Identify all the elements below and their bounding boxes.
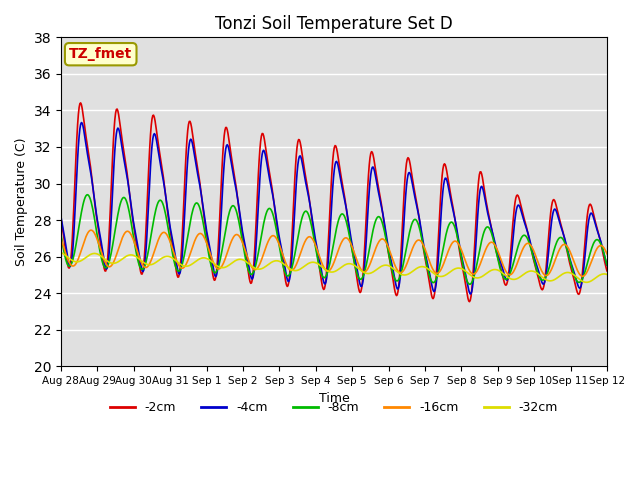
Line: -4cm: -4cm: [61, 122, 607, 294]
-32cm: [123, 253, 131, 259]
-4cm: [179, 238, 187, 244]
-16cm: [579, 274, 586, 279]
-8cm: [466, 281, 474, 287]
-8cm: [84, 192, 92, 198]
Text: TZ_fmet: TZ_fmet: [69, 47, 132, 61]
-32cm: [207, 258, 215, 264]
-16cm: [124, 228, 132, 234]
-32cm: [416, 264, 424, 270]
-2cm: [603, 268, 611, 274]
-8cm: [401, 253, 409, 259]
-16cm: [417, 238, 425, 244]
-2cm: [466, 299, 474, 305]
-2cm: [57, 215, 65, 221]
Line: -2cm: -2cm: [61, 103, 607, 302]
-8cm: [208, 265, 216, 271]
Title: Tonzi Soil Temperature Set D: Tonzi Soil Temperature Set D: [215, 15, 452, 33]
-32cm: [179, 263, 186, 268]
-16cm: [67, 262, 75, 268]
Line: -8cm: -8cm: [61, 195, 607, 284]
Line: -32cm: -32cm: [61, 252, 607, 282]
-4cm: [603, 263, 611, 268]
-4cm: [208, 258, 216, 264]
-2cm: [77, 100, 84, 106]
-2cm: [179, 214, 187, 219]
-8cm: [57, 231, 65, 237]
-16cm: [401, 265, 409, 271]
-4cm: [467, 291, 474, 297]
-16cm: [88, 228, 95, 233]
-32cm: [603, 272, 611, 277]
-32cm: [67, 257, 75, 263]
-16cm: [603, 251, 611, 257]
-4cm: [401, 204, 409, 209]
-4cm: [57, 214, 65, 219]
X-axis label: Time: Time: [319, 392, 349, 405]
-4cm: [124, 178, 132, 184]
-2cm: [208, 267, 216, 273]
Legend: -2cm, -4cm, -8cm, -16cm, -32cm: -2cm, -4cm, -8cm, -16cm, -32cm: [105, 396, 563, 420]
-8cm: [179, 258, 187, 264]
-32cm: [401, 272, 408, 278]
Y-axis label: Soil Temperature (C): Soil Temperature (C): [15, 138, 28, 266]
-8cm: [67, 262, 75, 268]
-32cm: [582, 279, 590, 285]
-2cm: [401, 177, 409, 183]
Line: -16cm: -16cm: [61, 230, 607, 276]
-8cm: [417, 231, 425, 237]
-8cm: [603, 262, 611, 268]
-8cm: [124, 203, 132, 208]
-2cm: [124, 175, 132, 181]
-2cm: [67, 257, 75, 263]
-16cm: [208, 256, 216, 262]
-32cm: [57, 250, 65, 255]
-2cm: [417, 228, 425, 234]
-16cm: [179, 265, 187, 271]
-4cm: [67, 263, 75, 268]
-4cm: [417, 225, 425, 230]
-16cm: [57, 236, 65, 241]
-4cm: [77, 120, 85, 125]
